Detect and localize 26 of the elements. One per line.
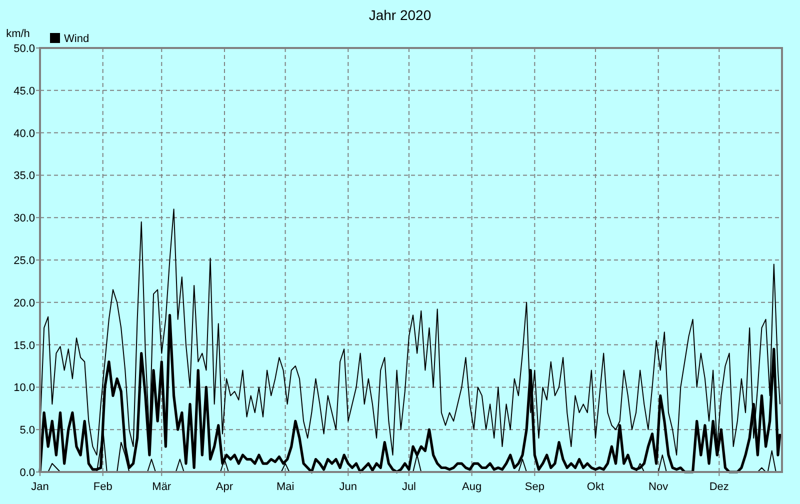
y-tick-label: 10.0 xyxy=(14,382,35,394)
x-tick-label: Mai xyxy=(276,481,294,493)
x-tick-label: Jan xyxy=(31,481,49,493)
y-tick-label: 15.0 xyxy=(14,340,35,352)
y-tick-label: 30.0 xyxy=(14,212,35,225)
y-tick-label: 0.0 xyxy=(20,467,35,479)
x-tick-label: Apr xyxy=(216,481,234,493)
x-tick-label: Sep xyxy=(524,481,544,493)
x-tick-label: Aug xyxy=(462,481,482,493)
x-tick-label: Feb xyxy=(93,481,112,493)
chart-title: Jahr 2020 xyxy=(368,7,432,23)
y-tick-label: 45.0 xyxy=(14,85,35,98)
x-tick-label: Jul xyxy=(402,481,416,493)
y-axis-title: km/h xyxy=(6,28,30,40)
x-tick-label: Dez xyxy=(709,481,729,493)
legend-label: Wind xyxy=(64,33,90,45)
x-tick-label: Mär xyxy=(152,481,172,493)
y-tick-label: 50.0 xyxy=(14,43,35,55)
x-tick-label: Nov xyxy=(648,481,669,493)
x-tick-label: Okt xyxy=(586,481,604,493)
x-tick-label: Jun xyxy=(339,481,358,493)
y-tick-label: 20.0 xyxy=(14,297,35,310)
y-tick-label: 40.0 xyxy=(14,128,35,140)
y-tick-label: 25.0 xyxy=(14,255,35,267)
y-tick-label: 5.0 xyxy=(20,424,35,437)
y-tick-label: 35.0 xyxy=(14,170,35,182)
